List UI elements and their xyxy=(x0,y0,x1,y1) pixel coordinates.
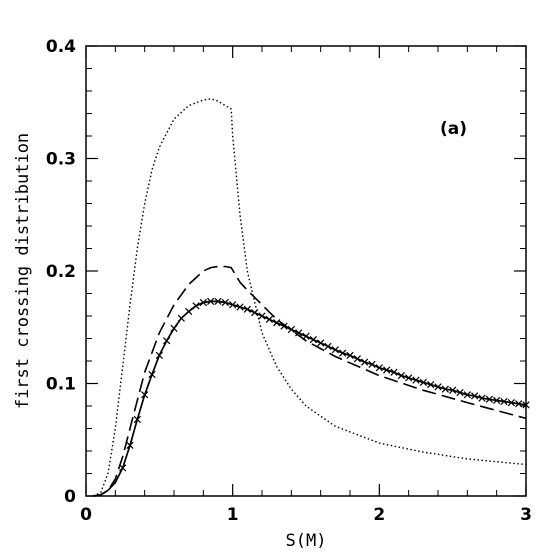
series-solid-marker xyxy=(221,298,229,307)
series-solid-marker xyxy=(493,396,501,404)
y-tick-label: 0.2 xyxy=(46,262,76,282)
series-solid-marker xyxy=(419,378,427,386)
series-solid-marker xyxy=(295,329,303,337)
series-solid-marker xyxy=(148,370,156,379)
axis-ticks: 0 1 2 3 0 0.1 0.2 0.3 0.4 xyxy=(46,37,532,525)
series-dashed-line xyxy=(93,265,527,497)
series-solid-marker xyxy=(207,297,215,305)
series-solid-marker xyxy=(126,441,134,449)
x-tick-label: 2 xyxy=(373,505,385,525)
plot-frame xyxy=(85,45,527,497)
series-solid-marker xyxy=(507,399,515,407)
series-solid-marker xyxy=(265,315,273,323)
series-solid-marker xyxy=(449,386,457,394)
series-solid-marker xyxy=(324,342,332,350)
series-solid-marker xyxy=(141,391,149,399)
y-tick-label: 0 xyxy=(64,487,76,507)
series-solid-marker xyxy=(192,302,200,310)
series-solid-marker xyxy=(441,385,449,393)
series-solid-marker xyxy=(456,388,464,397)
series-solid-marker xyxy=(309,336,317,344)
x-axis-label: S(M) xyxy=(286,531,327,551)
series-solid-marker xyxy=(251,309,259,317)
series-solid-marker xyxy=(133,415,141,424)
series-solid-marker xyxy=(317,339,325,347)
series-solid-marker xyxy=(368,360,376,368)
series-solid-marker xyxy=(170,324,178,332)
series-solid-line xyxy=(93,300,527,497)
series-solid-marker xyxy=(397,372,405,380)
series-solid-marker xyxy=(390,368,398,376)
series-solid-marker xyxy=(405,374,413,382)
series-solid-marker xyxy=(119,464,127,472)
y-tick-label: 0.3 xyxy=(46,150,76,170)
series-solid-marker xyxy=(280,322,288,330)
y-axis-label: first crossing distribution xyxy=(13,133,33,409)
series-solid-marker xyxy=(500,397,508,406)
series-solid-marker xyxy=(163,337,171,345)
series-solid-marker xyxy=(339,349,347,357)
series-solid-marker xyxy=(331,346,339,354)
series-solid-marker xyxy=(412,376,420,384)
series-solid-marker xyxy=(236,303,244,311)
series-solid-marker xyxy=(214,297,222,305)
series-solid-marker xyxy=(185,307,193,316)
panel-annotation: (a) xyxy=(440,119,467,139)
series-solid-marker xyxy=(383,366,391,374)
x-tick-label: 3 xyxy=(520,505,532,525)
series-solid-marker xyxy=(361,358,369,366)
series-solid-marker xyxy=(346,351,354,359)
series-solid-marker xyxy=(258,312,266,320)
series-solid-marker xyxy=(515,400,523,408)
series-solid-marker xyxy=(177,314,185,322)
series-solid-marker xyxy=(243,305,251,313)
series-solid-marker xyxy=(434,383,442,391)
series-solid-marker xyxy=(199,298,207,307)
series-group xyxy=(93,98,530,497)
y-tick-label: 0.1 xyxy=(46,375,76,395)
series-dotted-line xyxy=(93,98,527,497)
series-solid-marker xyxy=(287,325,295,334)
series-solid-marker xyxy=(478,394,486,402)
series-solid-marker xyxy=(302,332,310,340)
series-solid-marker xyxy=(471,392,479,400)
series-solid-marker xyxy=(273,319,281,327)
x-tick-label: 0 xyxy=(80,505,92,525)
y-tick-label: 0.4 xyxy=(46,37,76,57)
series-solid-marker xyxy=(427,381,435,389)
series-solid-marker xyxy=(353,355,361,363)
x-tick-label: 1 xyxy=(227,505,239,525)
series-solid-marker xyxy=(375,364,383,372)
series-solid-marker xyxy=(463,391,471,399)
series-solid-marker xyxy=(155,351,163,359)
series-solid-marker xyxy=(229,301,237,309)
series-solid-marker xyxy=(485,395,493,403)
